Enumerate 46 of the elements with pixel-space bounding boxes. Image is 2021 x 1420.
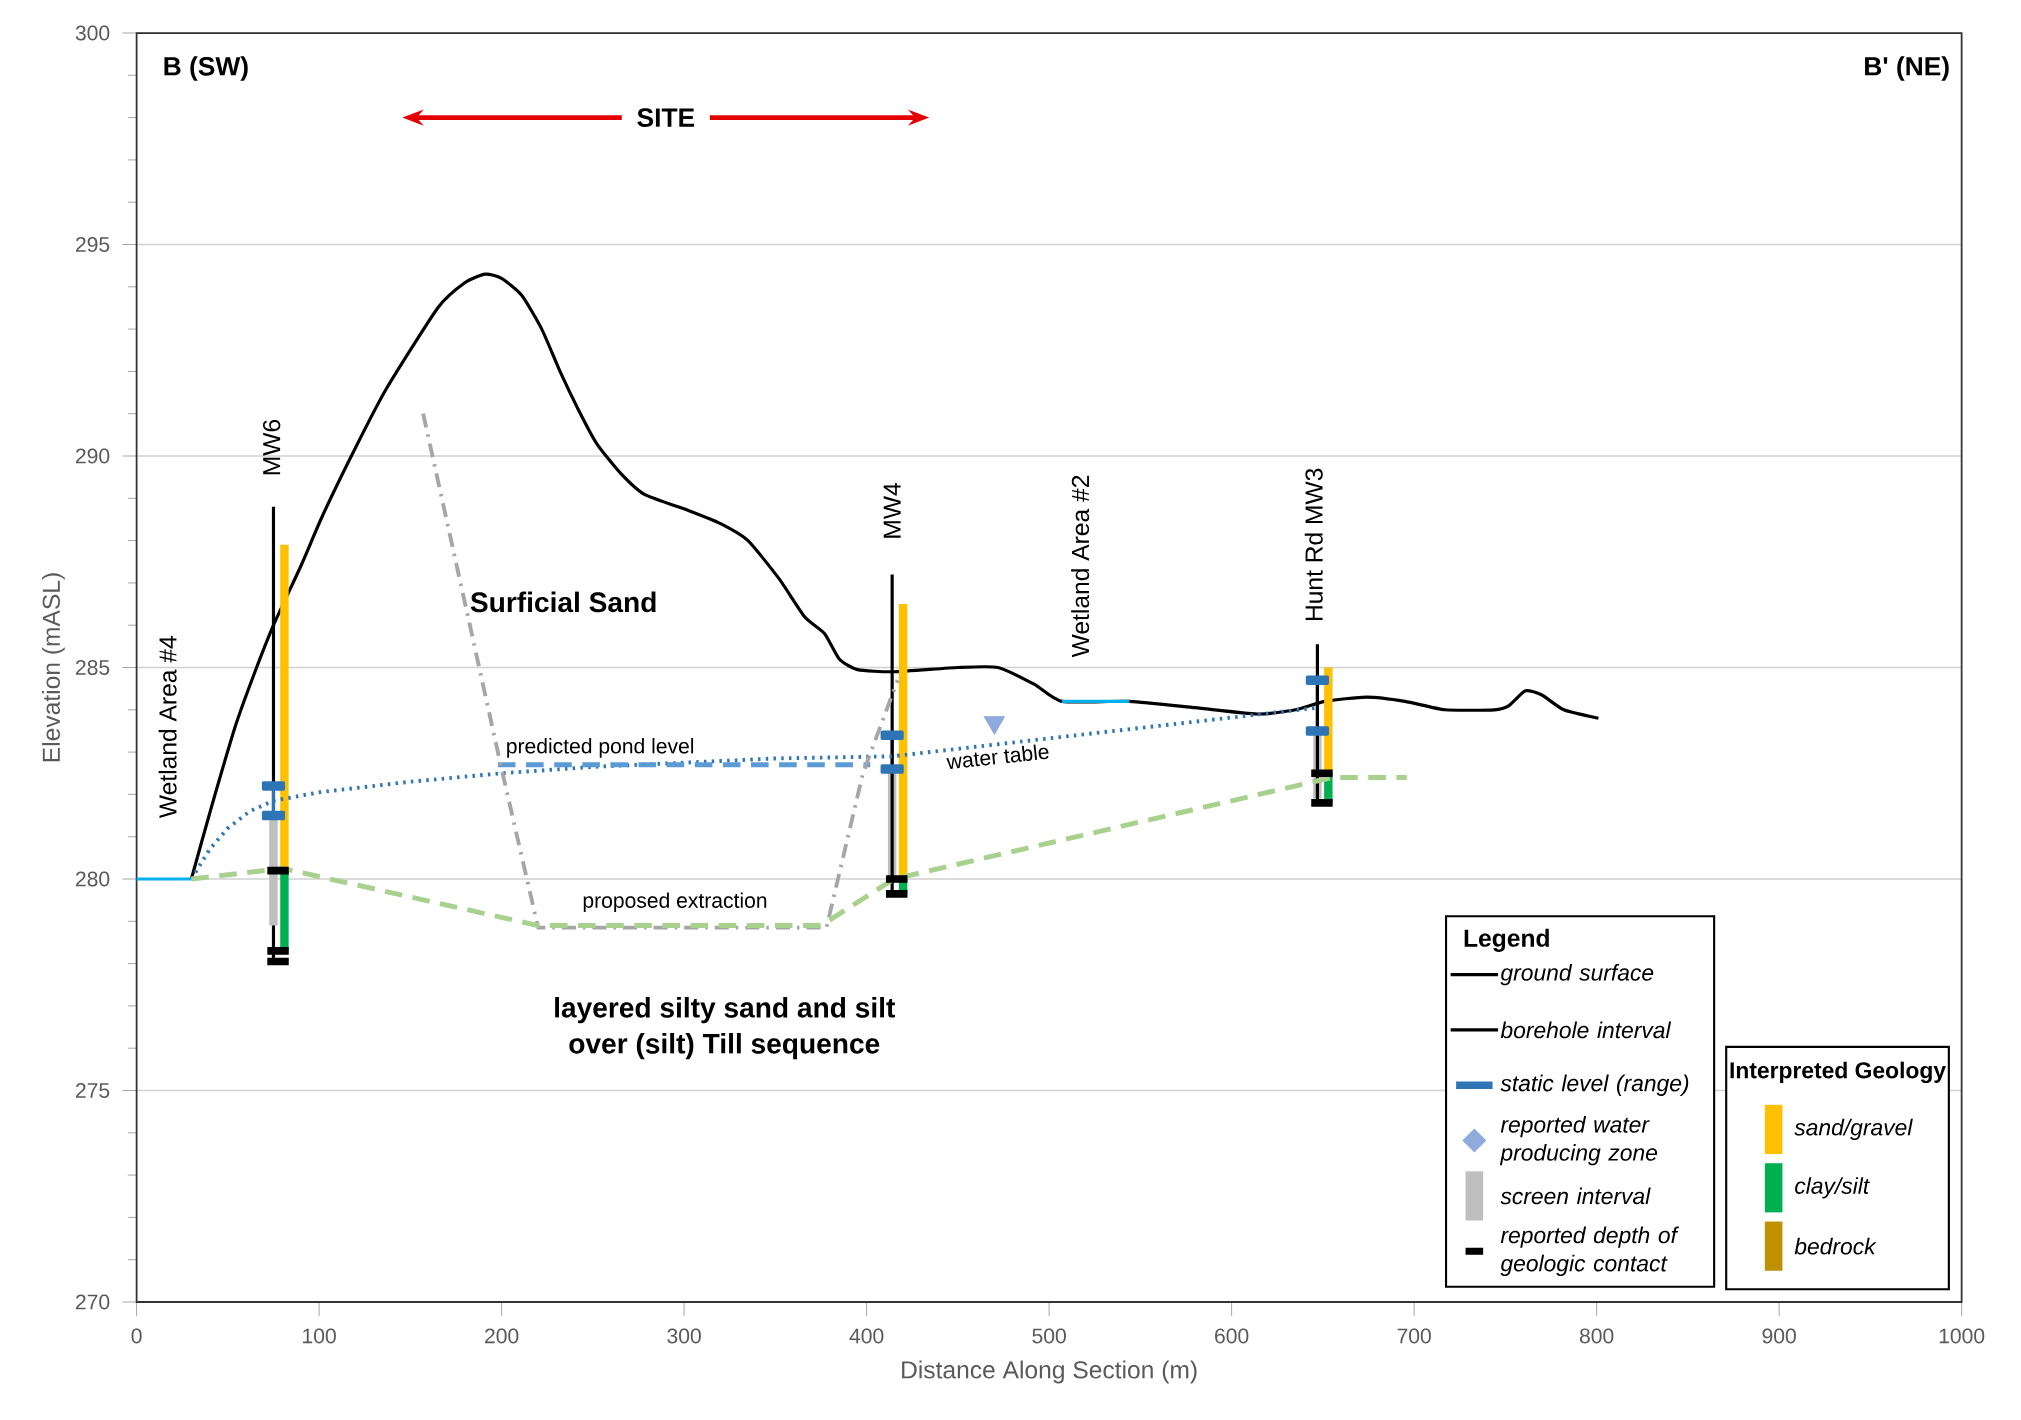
legend-label: bedrock xyxy=(1794,1237,1877,1255)
x-tick-label: 500 xyxy=(1032,1328,1066,1344)
annotation: MW4 xyxy=(883,483,901,538)
x-tick-label: 1000 xyxy=(1939,1328,1985,1344)
legend-label: clay/silt xyxy=(1795,1177,1870,1199)
x-tick-label: 100 xyxy=(303,1328,336,1344)
annotation: Surficial Sand xyxy=(470,591,656,613)
legend-label: reported water producing zone xyxy=(1499,1115,1658,1166)
legend-label: sand/gravel xyxy=(1794,1118,1913,1141)
annotation: proposed extraction xyxy=(583,892,767,913)
legend-label: ground surface xyxy=(1500,963,1654,986)
annotation: water table xyxy=(946,744,1049,769)
x-tick-label: 800 xyxy=(1579,1328,1614,1344)
legend-label: borehole interval xyxy=(1500,1021,1672,1039)
x-tick-label: 0 xyxy=(131,1328,142,1344)
x-tick-label: 900 xyxy=(1762,1328,1796,1344)
legend-title: Legend xyxy=(1464,928,1549,952)
legend-label: static level (range) xyxy=(1500,1074,1689,1096)
y-tick-label: 300 xyxy=(75,25,110,41)
x-tick-label: 700 xyxy=(1397,1328,1431,1344)
y-tick-label: 285 xyxy=(76,660,110,675)
annotation: SITE xyxy=(637,108,695,127)
annotation: B' (NE) xyxy=(1865,56,1949,81)
y-axis-title: Elevation (mASL) xyxy=(41,573,65,762)
y-tick-label: 275 xyxy=(76,1083,110,1098)
annotation: Wetland Area #4 xyxy=(158,636,177,819)
x-axis-title: Distance Along Section (m) xyxy=(902,1360,1197,1384)
annotation: over (silt) Till sequence xyxy=(569,1032,880,1060)
annotation: Interpreted Geology xyxy=(1730,1061,1946,1084)
legend-label: screen interval xyxy=(1500,1187,1651,1205)
annotation: MW6 xyxy=(262,419,281,475)
line-series xyxy=(421,411,900,930)
x-tick-label: 200 xyxy=(485,1328,519,1344)
annotation: Hunt Rd MW3 xyxy=(1304,468,1323,621)
annotation: predicted pond level xyxy=(507,738,694,758)
y-tick-label: 270 xyxy=(76,1294,110,1310)
x-tick-label: 300 xyxy=(667,1328,701,1344)
annotation: Wetland Area #2 xyxy=(1071,475,1090,658)
x-tick-label: 400 xyxy=(849,1328,884,1344)
y-tick-label: 280 xyxy=(76,871,110,887)
y-tick-label: 290 xyxy=(76,448,110,464)
annotation: layered silty sand and silt xyxy=(555,997,896,1024)
y-tick-label: 295 xyxy=(76,237,110,252)
legend-label: reported depth of geologic contact xyxy=(1500,1226,1679,1276)
x-tick-label: 600 xyxy=(1215,1328,1249,1344)
annotation: B (SW) xyxy=(164,56,248,81)
